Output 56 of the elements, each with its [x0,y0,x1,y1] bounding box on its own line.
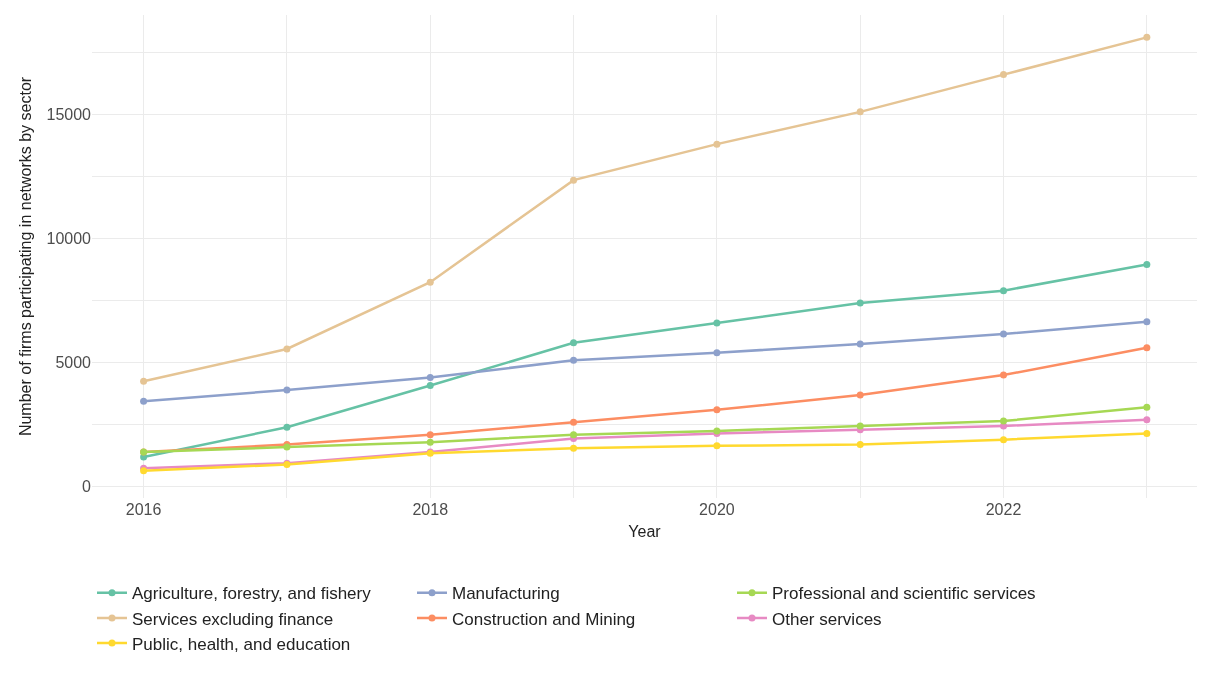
point [713,442,721,450]
y-tick-label: 5000 [55,354,92,372]
point [1143,344,1151,352]
legend-label: Professional and scientific services [772,584,1036,604]
point [1000,287,1008,295]
point [1000,330,1008,338]
point [856,391,864,399]
point [1143,318,1151,326]
point [426,374,434,382]
y-axis-title: Number of firms participating in networks by sector [17,76,35,437]
x-tick-label: 2020 [699,501,735,518]
point [140,377,148,385]
point [1000,417,1008,425]
point [713,406,721,414]
x-tick-label: 2022 [985,501,1022,518]
legend-label: Public, health, and education [132,634,351,654]
point [570,418,578,426]
point [856,422,864,430]
point [426,382,434,390]
point [713,349,721,357]
point [1143,261,1151,269]
point [1143,429,1151,437]
point [713,140,721,148]
legend-label: Services excluding finance [132,609,334,629]
point [140,397,148,405]
point [426,431,434,439]
legend-label: Manufacturing [452,584,560,604]
point [856,340,864,348]
legend-label: Other services [772,609,882,629]
x-axis-title: Year [628,522,662,540]
point [570,176,578,184]
point [856,299,864,307]
point [426,278,434,286]
point [1143,403,1151,411]
point [856,108,864,116]
y-tick-label: 15000 [46,105,92,123]
x-tick-label: 2016 [125,501,162,518]
x-tick-label: 2018 [412,501,449,518]
point [570,339,578,347]
point [283,345,291,353]
point [856,441,864,449]
point [570,444,578,452]
point [1000,371,1008,379]
legend-label: Construction and Mining [452,609,636,629]
point [1000,71,1008,79]
y-tick-label: 0 [82,478,92,496]
point [570,356,578,364]
point [1143,416,1151,424]
point [283,423,291,431]
legend-label: Agriculture, forestry, and fishery [132,584,372,604]
point [283,386,291,394]
y-tick-label: 10000 [46,230,92,248]
point [1143,33,1151,41]
point [713,319,721,327]
point [426,438,434,446]
point [1000,436,1008,444]
